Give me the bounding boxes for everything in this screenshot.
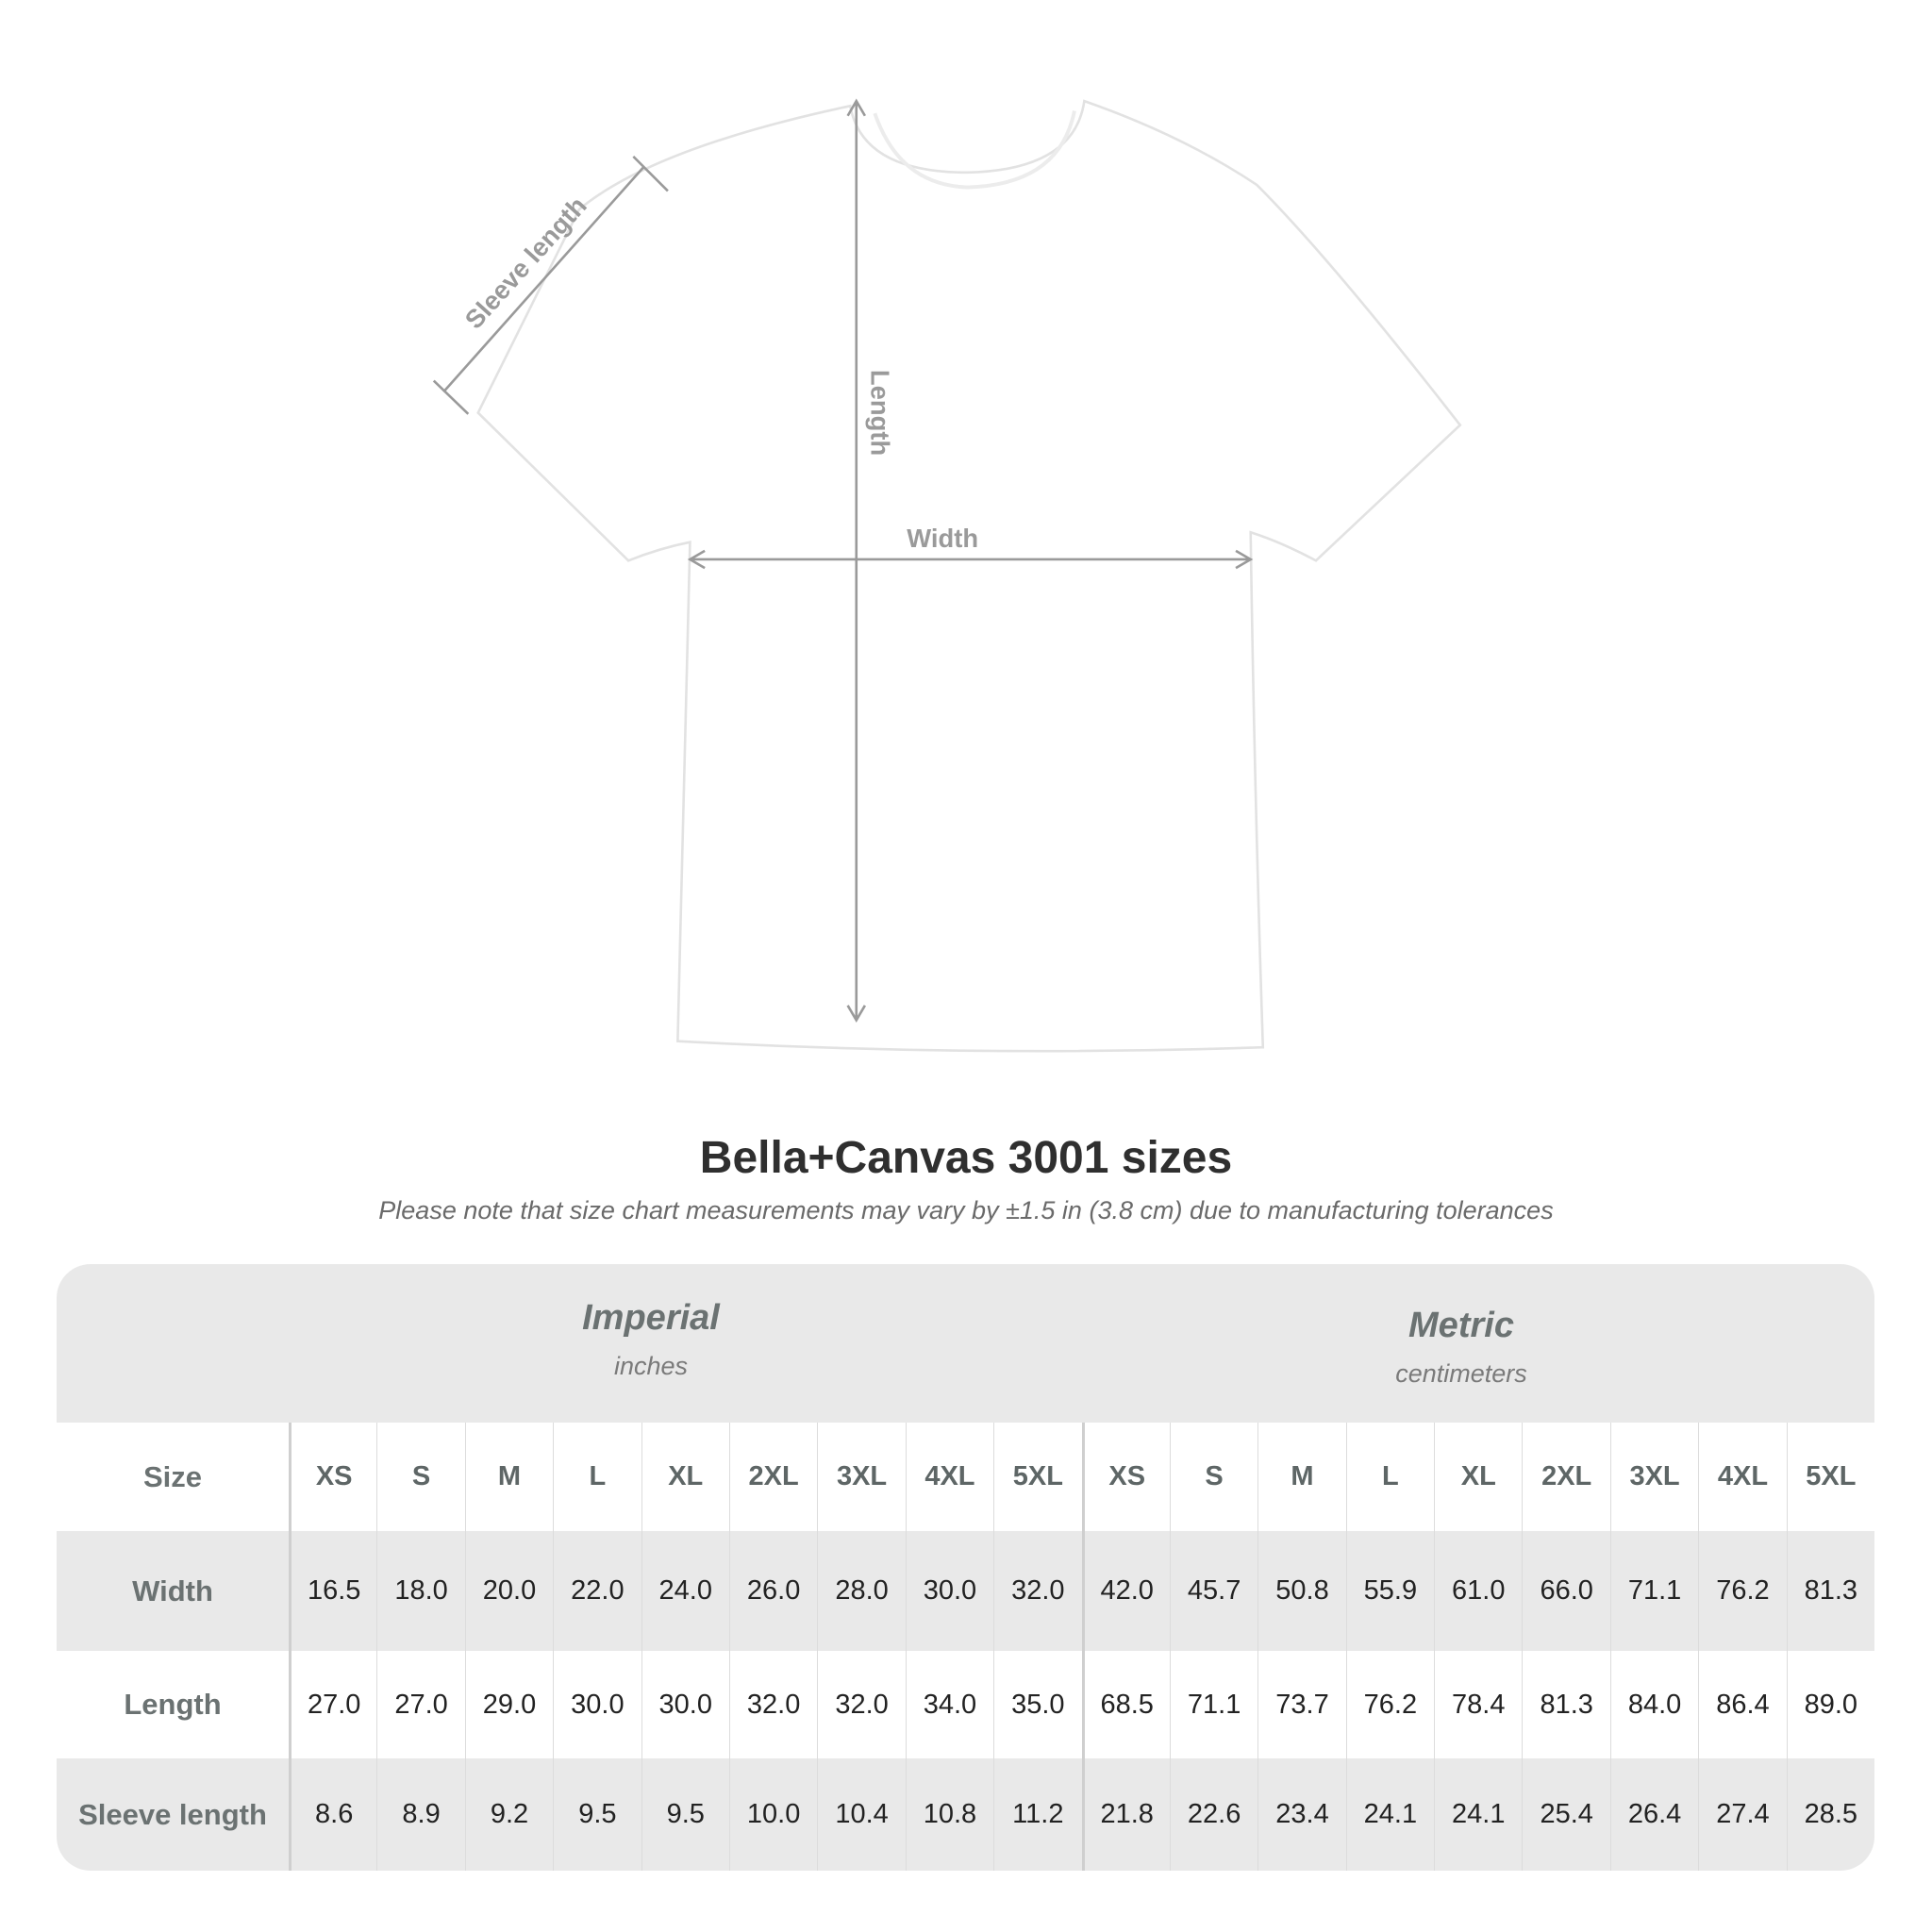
imperial-cell: L [553, 1423, 641, 1531]
page-title: Bella+Canvas 3001 sizes [699, 1133, 1233, 1183]
tshirt-image [476, 99, 1462, 1053]
metric-cell: 84.0 [1609, 1651, 1698, 1758]
metric-cell: 2XL [1522, 1423, 1609, 1531]
metric-cell: 68.5 [1081, 1651, 1170, 1758]
metric-cell: 42.0 [1081, 1531, 1170, 1651]
imperial-unit: inches [613, 1352, 689, 1380]
imperial-cell: 3XL [817, 1423, 905, 1531]
metric-cell: 71.1 [1609, 1531, 1698, 1651]
metric-cell: 22.6 [1169, 1758, 1257, 1871]
imperial-cell: 26.0 [728, 1531, 817, 1651]
imperial-cell: 32.0 [993, 1531, 1081, 1651]
imperial-cell: 16.5 [289, 1531, 376, 1651]
imperial-cell: 18.0 [376, 1531, 464, 1651]
metric-cell: XS [1081, 1423, 1170, 1531]
metric-cell: 71.1 [1169, 1651, 1257, 1758]
imperial-cell: 35.0 [993, 1651, 1081, 1758]
size-header-row: Size XS S M L XL 2XL 3XL 4XL 5XL XS S M L XL 2XL 3XL 4XL 5… [57, 1423, 1874, 1531]
imperial-cell: 9.5 [553, 1758, 641, 1871]
metric-cell: 73.7 [1257, 1651, 1345, 1758]
imperial-cell: 10.8 [905, 1758, 993, 1871]
row-label: Width [132, 1574, 213, 1607]
metric-cell: 26.4 [1609, 1758, 1698, 1871]
row-label: Sleeve length [78, 1797, 267, 1831]
metric-unit: centimeters [1395, 1359, 1527, 1388]
metric-cell: 61.0 [1434, 1531, 1522, 1651]
imperial-cell: 20.0 [464, 1531, 553, 1651]
metric-cell: 81.3 [1522, 1651, 1609, 1758]
imperial-cell: 32.0 [728, 1651, 817, 1758]
metric-cell: 55.9 [1345, 1531, 1434, 1651]
imperial-cell: 11.2 [993, 1758, 1081, 1871]
imperial-cell: 29.0 [464, 1651, 553, 1758]
metric-cell: 5XL [1786, 1423, 1874, 1531]
imperial-cell: XS [289, 1423, 376, 1531]
metric-cell: 24.1 [1345, 1758, 1434, 1871]
imperial-cell: 32.0 [817, 1651, 905, 1758]
imperial-heading: Imperial inches [368, 1298, 934, 1381]
metric-title: Metric [1408, 1306, 1514, 1345]
metric-cell: 23.4 [1257, 1758, 1345, 1871]
imperial-cell: 8.6 [289, 1758, 376, 1871]
metric-cell: 76.2 [1698, 1531, 1786, 1651]
width-label: Width [907, 524, 978, 553]
metric-cell: S [1169, 1423, 1257, 1531]
imperial-cell: 30.0 [641, 1651, 729, 1758]
imperial-title: Imperial [582, 1298, 720, 1338]
metric-cell: 78.4 [1434, 1651, 1522, 1758]
metric-cell: 81.3 [1786, 1531, 1874, 1651]
imperial-cell: 10.0 [728, 1758, 817, 1871]
metric-cell: 24.1 [1434, 1758, 1522, 1871]
imperial-cell: 9.5 [641, 1758, 729, 1871]
metric-cell: M [1257, 1423, 1345, 1531]
metric-cell: 27.4 [1698, 1758, 1786, 1871]
imperial-cell: 27.0 [289, 1651, 376, 1758]
table-row: Width 16.5 18.0 20.0 22.0 24.0 26.0 28.0 30.0 32.… [57, 1531, 1874, 1651]
imperial-cell: 34.0 [905, 1651, 993, 1758]
table-row: Sleeve length 8.6 8.9 9.2 9.5 9.5 10.0 10.4 10.8… [57, 1758, 1874, 1871]
metric-cell: 21.8 [1081, 1758, 1170, 1871]
sleeve-arrow [442, 166, 644, 393]
metric-cell: 4XL [1698, 1423, 1786, 1531]
imperial-cell: 22.0 [553, 1531, 641, 1651]
metric-cell: 28.5 [1786, 1758, 1874, 1871]
imperial-cell: S [376, 1423, 464, 1531]
imperial-cell: 30.0 [553, 1651, 641, 1758]
metric-cell: 45.7 [1169, 1531, 1257, 1651]
imperial-cell: 28.0 [817, 1531, 905, 1651]
imperial-cell: 10.4 [817, 1758, 905, 1871]
imperial-cell: 4XL [905, 1423, 993, 1531]
metric-cell: 66.0 [1522, 1531, 1609, 1651]
imperial-cell: 5XL [993, 1423, 1081, 1531]
row-label: Size [142, 1459, 203, 1493]
metric-cell: XL [1434, 1423, 1522, 1531]
metric-cell: 25.4 [1522, 1758, 1609, 1871]
imperial-cell: M [464, 1423, 553, 1531]
metric-cell: 50.8 [1257, 1531, 1345, 1651]
imperial-cell: 2XL [728, 1423, 817, 1531]
table-header: Imperial inches Metric centimeters [57, 1264, 1874, 1423]
row-label: Length [124, 1688, 222, 1721]
imperial-cell: 8.9 [376, 1758, 464, 1871]
metric-cell: 86.4 [1698, 1651, 1786, 1758]
table-row: Length 27.0 27.0 29.0 30.0 30.0 32.0 32.0 34.0 35… [57, 1651, 1874, 1758]
imperial-cell: 30.0 [905, 1531, 993, 1651]
length-label: Length [865, 370, 894, 456]
tolerance-note: Please note that size chart measurements… [378, 1196, 1554, 1224]
imperial-cell: 27.0 [376, 1651, 464, 1758]
metric-cell: L [1345, 1423, 1434, 1531]
imperial-cell: 9.2 [464, 1758, 553, 1871]
metric-cell: 3XL [1609, 1423, 1698, 1531]
metric-heading: Metric centimeters [1178, 1306, 1744, 1389]
metric-cell: 89.0 [1786, 1651, 1874, 1758]
metric-cell: 76.2 [1345, 1651, 1434, 1758]
imperial-cell: XL [641, 1423, 729, 1531]
imperial-cell: 24.0 [641, 1531, 729, 1651]
size-table: Imperial inches Metric centimeters Size X… [57, 1264, 1874, 1871]
